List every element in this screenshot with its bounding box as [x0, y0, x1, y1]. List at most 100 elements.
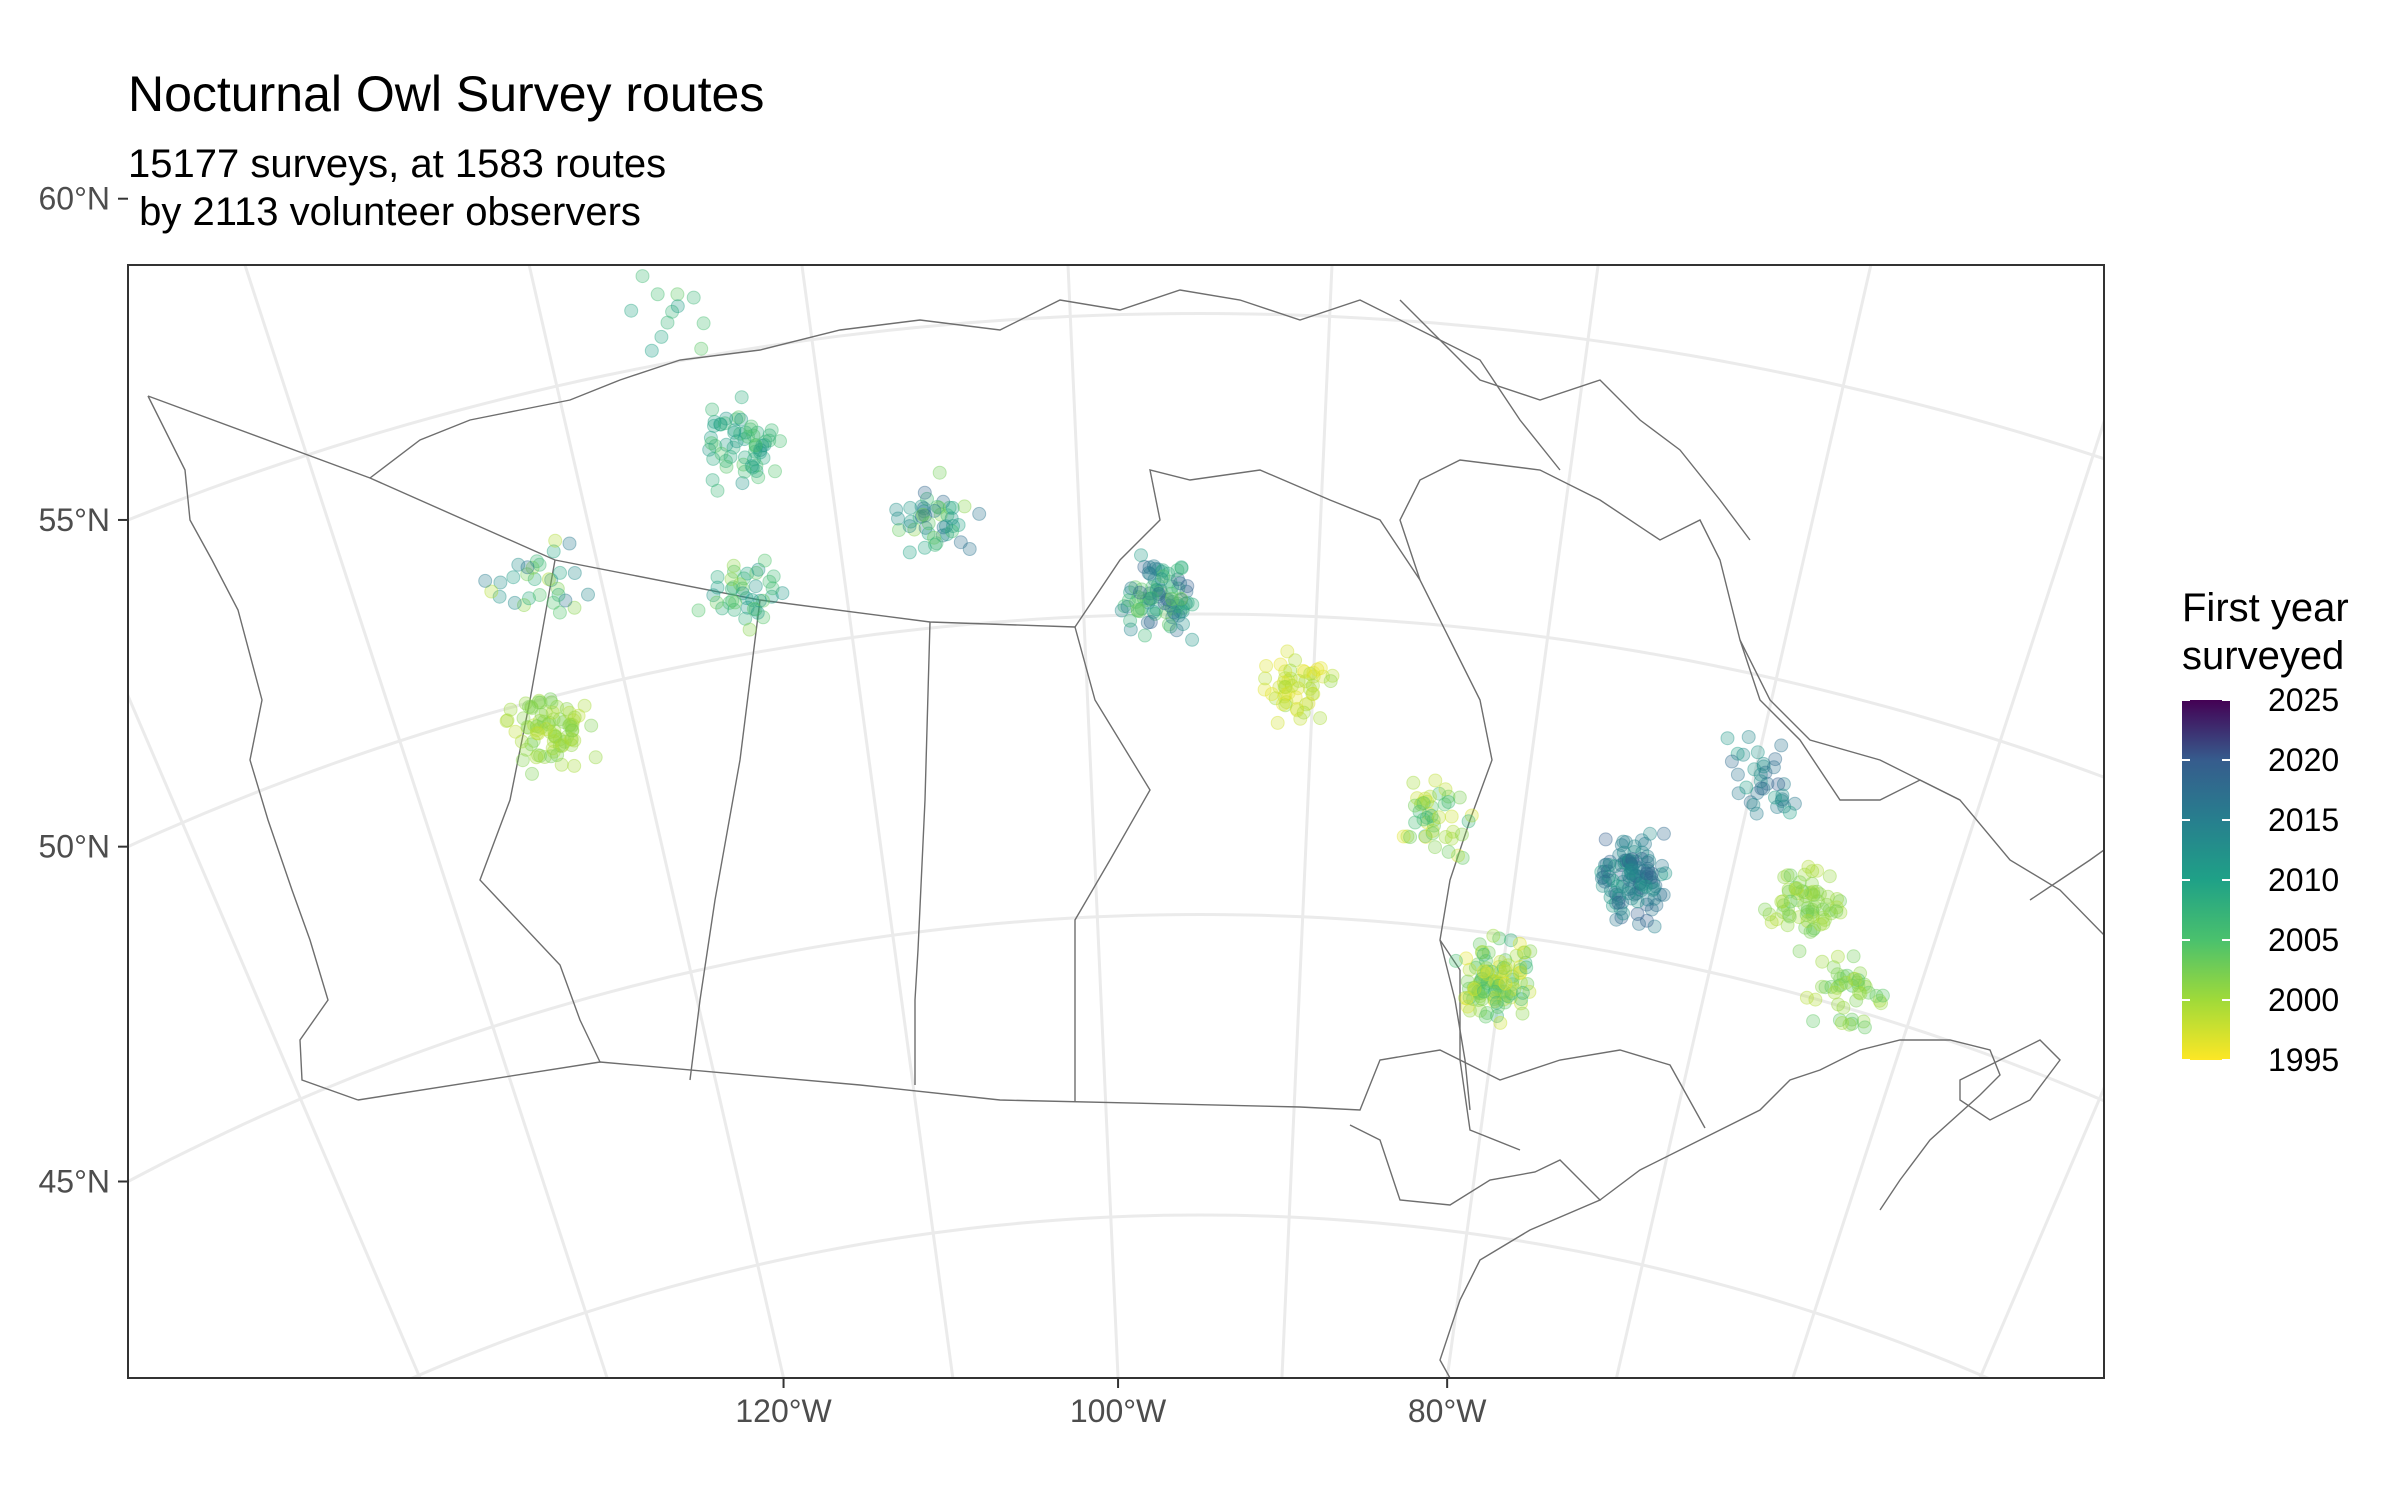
survey-route-point [1474, 945, 1489, 960]
survey-route-point [1846, 971, 1861, 986]
survey-route-point [945, 500, 960, 515]
survey-route-point [749, 565, 764, 580]
survey-route-point [1853, 986, 1868, 1001]
survey-route-point [1174, 591, 1189, 606]
survey-route-point [492, 589, 507, 604]
survey-route-point [1621, 868, 1636, 883]
survey-route-point [1451, 848, 1465, 863]
survey-route-point [1479, 964, 1494, 979]
survey-route-point [1305, 678, 1320, 693]
survey-route-point [1813, 917, 1828, 932]
survey-route-point [1830, 967, 1845, 982]
survey-route-point [1800, 901, 1815, 915]
lat-tick-label: 60°N [39, 181, 111, 217]
survey-route-point [1648, 878, 1663, 893]
survey-route-point [749, 458, 764, 473]
graticule-meridian [1066, 265, 1120, 1378]
survey-route-point [1145, 591, 1160, 606]
survey-route-point [526, 733, 541, 748]
survey-route-point [1403, 830, 1418, 845]
survey-route-point [1473, 1003, 1488, 1018]
survey-route-point [1143, 615, 1158, 629]
survey-route-point [1270, 715, 1285, 730]
survey-route-point [1513, 963, 1527, 977]
graticule-meridian [800, 265, 955, 1378]
survey-route-point [1634, 883, 1649, 898]
map-panel-background [128, 265, 2104, 1378]
survey-route-point [1296, 705, 1311, 720]
survey-route-point [1514, 996, 1528, 1011]
graticule-parallel [0, 0, 2400, 130]
survey-route-point [1420, 794, 1435, 809]
survey-route-point [903, 500, 918, 515]
survey-route-point [541, 572, 556, 587]
survey-route-point [1750, 786, 1765, 800]
survey-route-point [1616, 845, 1631, 860]
survey-route-point [1423, 789, 1437, 804]
survey-route-point [1780, 918, 1795, 933]
survey-route-point [1132, 604, 1147, 619]
survey-route-point [1601, 873, 1616, 888]
survey-route-point [529, 719, 544, 734]
survey-route-point [744, 459, 759, 474]
survey-route-point [1818, 980, 1833, 995]
survey-route-point [1421, 806, 1436, 821]
survey-route-point [1810, 894, 1825, 909]
survey-route-point [1470, 957, 1485, 972]
survey-route-point [1753, 767, 1768, 782]
survey-route-point [563, 732, 578, 747]
survey-route-point [1829, 904, 1844, 919]
survey-route-point [1787, 796, 1802, 811]
survey-route-point [1473, 989, 1487, 1004]
survey-route-point [1276, 675, 1291, 690]
survey-route-point [1316, 669, 1330, 684]
survey-route-point [1608, 885, 1623, 900]
survey-route-point [529, 750, 544, 765]
baffin-coast [1399, 299, 1751, 541]
survey-route-point [724, 581, 739, 596]
graticule-meridian [527, 265, 786, 1378]
survey-route-point [650, 287, 665, 302]
survey-route-point [1644, 875, 1659, 890]
survey-route-point [1169, 623, 1184, 638]
survey-route-point [1154, 572, 1169, 587]
survey-route-point [1792, 910, 1807, 925]
survey-route-point [1471, 984, 1486, 999]
survey-route-point [1623, 856, 1638, 871]
survey-route-point [921, 526, 936, 541]
survey-route-point [1815, 910, 1830, 925]
survey-route-point [532, 713, 547, 728]
survey-route-point [1479, 961, 1494, 976]
survey-route-point [1313, 711, 1328, 726]
survey-route-point [1803, 885, 1818, 900]
survey-route-point [1758, 765, 1773, 780]
survey-route-point [522, 699, 536, 714]
survey-route-point [902, 519, 917, 534]
survey-route-point [1441, 789, 1456, 804]
survey-route-point [1776, 905, 1791, 919]
survey-route-point [518, 696, 533, 711]
survey-route-point [1147, 572, 1162, 587]
survey-route-point [719, 411, 734, 426]
survey-route-point [532, 693, 547, 708]
survey-route-point [1179, 584, 1194, 599]
survey-route-point [1123, 622, 1138, 637]
survey-route-point [1857, 977, 1872, 992]
survey-route-point [1770, 800, 1785, 814]
survey-route-point [1626, 856, 1641, 871]
survey-route-point [936, 520, 951, 535]
survey-route-point [743, 422, 758, 437]
survey-route-point [542, 715, 557, 730]
legend-title: First year surveyed [2182, 584, 2392, 680]
survey-route-point [1781, 908, 1796, 923]
survey-route-point [38, 158, 51, 171]
survey-route-point [927, 530, 941, 545]
survey-route-point [1758, 902, 1772, 917]
survey-route-point [709, 595, 724, 610]
survey-route-point [738, 450, 752, 465]
survey-route-point [546, 544, 561, 559]
survey-route-point [1503, 984, 1518, 999]
survey-route-point [1653, 887, 1668, 902]
survey-route-point [1799, 907, 1814, 922]
survey-route-point [717, 416, 732, 431]
